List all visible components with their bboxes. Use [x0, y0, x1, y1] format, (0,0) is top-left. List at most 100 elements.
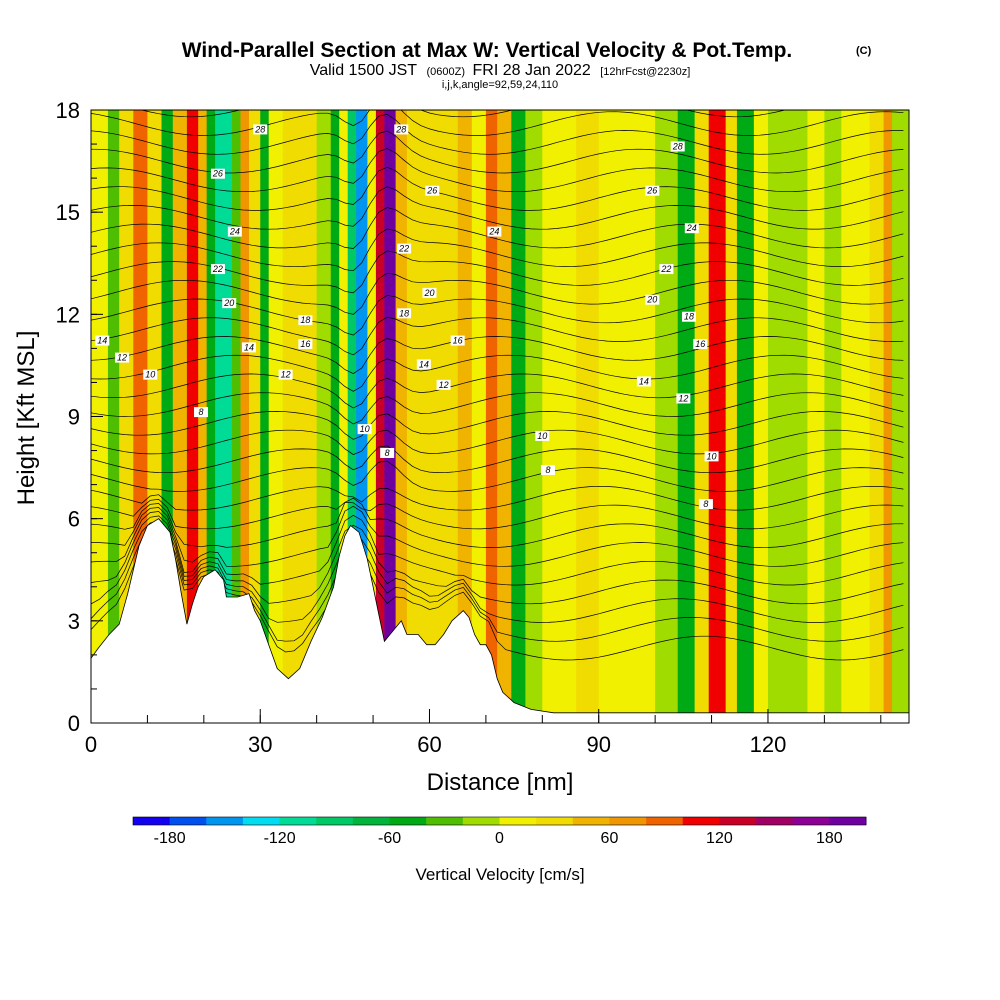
theta-contour — [91, 499, 904, 530]
colorbar-tick-label: -180 — [154, 830, 186, 847]
colorbar-tick-label: 120 — [706, 830, 733, 847]
colorbar-swatch — [352, 817, 391, 825]
theta-label: 8 — [545, 465, 550, 475]
theta-label-bg — [636, 376, 651, 387]
chart-title: Wind-Parallel Section at Max W: Vertical… — [182, 39, 793, 62]
y-tick-label: 15 — [56, 200, 80, 225]
theta-label-bg — [645, 185, 660, 196]
theta-contour — [91, 460, 904, 492]
theta-label-bg — [422, 287, 437, 298]
plot-area: 28 26 24 22 20 18 16 14 12 14 12 10 8 28 26 24 22 20 18 16 1… — [91, 110, 909, 723]
theta-label: 16 — [695, 339, 705, 349]
theta-label: 14 — [639, 376, 649, 386]
theta-contour — [140, 110, 787, 118]
theta-contour — [91, 515, 904, 605]
theta-label: 24 — [686, 223, 697, 233]
theta-contour — [91, 250, 904, 294]
y-tick-label: 12 — [56, 302, 80, 327]
theta-label: 16 — [300, 339, 310, 349]
theta-label: 12 — [117, 353, 127, 363]
y-tick-label: 6 — [68, 507, 80, 532]
colorbar-tick-label: 0 — [495, 830, 504, 847]
theta-label-bg — [222, 298, 237, 309]
colorbar-swatch — [536, 817, 574, 825]
colorbar-tick-label: 180 — [816, 830, 843, 847]
theta-contour — [91, 511, 904, 586]
colorbar-swatch — [792, 817, 830, 825]
theta-label: 14 — [97, 336, 107, 346]
theta-label: 28 — [254, 124, 265, 134]
chart-subtitle: Valid 1500 JST (0600Z) FRI 28 Jan 2022 [… — [310, 62, 691, 79]
theta-label-bg — [380, 447, 395, 458]
velocity-band — [485, 110, 498, 723]
colorbar-swatch — [279, 817, 317, 825]
theta-label: 10 — [145, 370, 155, 380]
velocity-band — [841, 110, 871, 723]
theta-label: 8 — [703, 499, 708, 509]
x-axis: 0 30 60 90 120 — [85, 709, 882, 757]
theta-label-bg — [535, 430, 550, 441]
theta-contour — [91, 373, 904, 409]
theta-label-bg — [115, 352, 130, 363]
theta-label: 26 — [212, 169, 223, 179]
theta-contours — [91, 110, 904, 661]
theta-label-bg — [450, 335, 465, 346]
theta-label-bg — [670, 141, 685, 152]
velocity-band — [497, 110, 512, 723]
theta-contour — [91, 272, 904, 315]
velocity-band — [330, 110, 340, 723]
theta-label: 14 — [419, 359, 429, 369]
theta-contour — [91, 411, 904, 440]
theta-label-bg — [698, 499, 713, 510]
theta-label-bg — [95, 335, 110, 346]
theta-label: 26 — [646, 186, 657, 196]
velocity-band — [511, 110, 526, 723]
theta-label: 20 — [646, 295, 657, 305]
velocity-band — [240, 110, 250, 723]
velocity-band — [260, 110, 270, 723]
colorbar-swatch — [609, 817, 647, 825]
colorbar-swatch — [719, 817, 757, 825]
theta-label: 24 — [488, 227, 499, 237]
theta-label-bg — [394, 124, 409, 135]
colorbar-swatch — [242, 817, 281, 825]
y-tick-label: 3 — [68, 609, 80, 634]
theta-label-bg — [681, 311, 696, 322]
colorbar-swatch — [682, 817, 720, 825]
y-axis-label: Height [Kft MSL] — [13, 331, 40, 506]
velocity-band — [471, 110, 487, 723]
theta-label-bg — [704, 451, 719, 462]
theta-label: 8 — [198, 407, 203, 417]
colorbar: -180 -120 -60 0 60 120 180 — [132, 816, 867, 847]
velocity-band — [525, 110, 543, 723]
theta-label-bg — [397, 243, 412, 254]
colorbar-tick-label: -60 — [378, 830, 401, 847]
theta-label: 22 — [212, 264, 223, 274]
theta-contour — [91, 533, 904, 661]
colorbar-swatch — [426, 817, 464, 825]
theta-label-bg — [241, 342, 256, 353]
theta-label: 12 — [281, 370, 291, 380]
theta-label: 8 — [385, 448, 390, 458]
theta-label-bg — [227, 226, 242, 237]
velocity-band — [347, 110, 357, 723]
velocity-band — [767, 110, 783, 723]
theta-contour — [91, 497, 904, 548]
theta-contour — [91, 186, 904, 230]
theta-contour-labels: 28 26 24 22 20 18 16 14 12 14 12 10 8 28 26 24 22 20 18 16 1… — [95, 124, 719, 510]
velocity-band — [367, 110, 377, 723]
colorbar-tick-label: 60 — [601, 830, 619, 847]
velocity-band — [576, 110, 600, 723]
colorbar-swatch — [572, 817, 610, 825]
theta-contour — [91, 336, 904, 375]
theta-contour — [91, 520, 904, 623]
theta-contour — [91, 148, 904, 193]
theta-label-bg — [194, 407, 209, 418]
chart-subtitle-small: i,j,k,angle=92,59,24,110 — [442, 79, 558, 91]
theta-contour — [91, 130, 904, 174]
velocity-band — [694, 110, 710, 723]
theta-label-bg — [693, 338, 708, 349]
theta-label-bg — [397, 308, 412, 319]
theta-label-bg — [253, 124, 268, 135]
velocity-band — [384, 110, 397, 723]
